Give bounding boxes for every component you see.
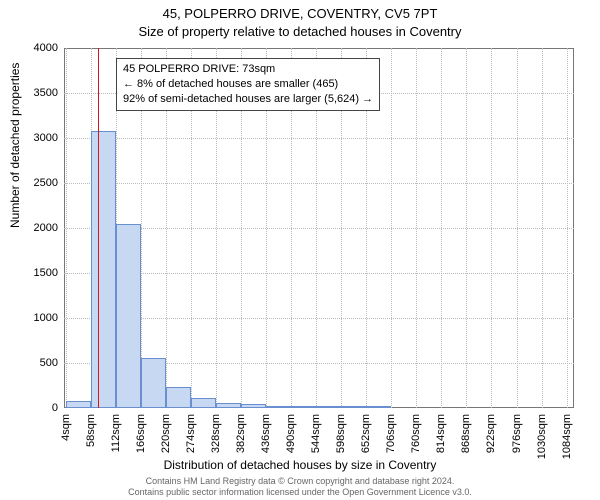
x-tick-label: 166sqm <box>135 414 147 453</box>
x-tick-label: 1084sqm <box>561 414 573 459</box>
histogram-bar <box>241 404 266 408</box>
x-tick-label: 112sqm <box>110 414 122 452</box>
gridline-v <box>66 48 67 408</box>
gridline-v <box>416 48 417 408</box>
annotation-line: ← 8% of detached houses are smaller (465… <box>123 77 373 92</box>
x-tick-label: 1030sqm <box>536 414 548 459</box>
x-tick-label: 922sqm <box>485 414 497 453</box>
gridline-v <box>491 48 492 408</box>
x-tick-label: 58sqm <box>85 414 97 447</box>
y-tick-label: 2500 <box>8 177 58 189</box>
y-tick-label: 3500 <box>8 87 58 99</box>
histogram-bar <box>66 401 91 408</box>
x-axis-label: Distribution of detached houses by size … <box>164 458 437 472</box>
histogram-bar <box>291 406 316 408</box>
histogram-bar <box>316 406 341 408</box>
x-tick-label: 544sqm <box>310 414 322 453</box>
histogram-plot: 45 POLPERRO DRIVE: 73sqm← 8% of detached… <box>64 48 574 408</box>
histogram-bar <box>216 403 241 408</box>
x-tick-label: 328sqm <box>210 414 222 453</box>
x-tick-label: 274sqm <box>185 414 197 453</box>
credits-line1: Contains HM Land Registry data © Crown c… <box>0 476 600 487</box>
x-tick-label: 976sqm <box>511 414 523 453</box>
y-tick-label: 2000 <box>8 222 58 234</box>
histogram-bar <box>141 358 166 408</box>
y-tick-label: 0 <box>8 402 58 414</box>
histogram-bar <box>116 224 141 409</box>
x-tick-label: 382sqm <box>235 414 247 453</box>
histogram-bar <box>91 131 116 408</box>
gridline-v <box>466 48 467 408</box>
x-tick-label: 490sqm <box>285 414 297 453</box>
gridline-v <box>391 48 392 408</box>
histogram-bar <box>266 406 291 408</box>
annotation-line: 92% of semi-detached houses are larger (… <box>123 92 373 107</box>
y-tick-label: 4000 <box>8 42 58 54</box>
y-tick-label: 500 <box>8 357 58 369</box>
x-tick-label: 814sqm <box>435 414 447 453</box>
x-tick-label: 598sqm <box>335 414 347 453</box>
gridline-v <box>542 48 543 408</box>
gridline-v <box>517 48 518 408</box>
annotation-box: 45 POLPERRO DRIVE: 73sqm← 8% of detached… <box>116 58 380 111</box>
credits: Contains HM Land Registry data © Crown c… <box>0 476 600 498</box>
histogram-bar <box>366 406 391 408</box>
histogram-bar <box>166 387 191 408</box>
x-axis-label-wrap: Distribution of detached houses by size … <box>0 456 600 474</box>
credits-line2: Contains public sector information licen… <box>0 487 600 498</box>
histogram-bar <box>191 398 216 408</box>
x-tick-label: 220sqm <box>160 414 172 453</box>
x-tick-label: 4sqm <box>60 414 72 441</box>
x-tick-label: 706sqm <box>385 414 397 453</box>
marker-line <box>98 48 99 408</box>
gridline-v <box>567 48 568 408</box>
annotation-line: 45 POLPERRO DRIVE: 73sqm <box>123 62 373 77</box>
x-tick-label: 652sqm <box>360 414 372 453</box>
page-subtitle: Size of property relative to detached ho… <box>0 24 600 39</box>
histogram-bar <box>341 406 366 408</box>
x-tick-label: 436sqm <box>260 414 272 453</box>
page-title: 45, POLPERRO DRIVE, COVENTRY, CV5 7PT <box>0 6 600 21</box>
x-tick-label: 868sqm <box>460 414 472 453</box>
y-tick-label: 3000 <box>8 132 58 144</box>
x-tick-label: 760sqm <box>410 414 422 453</box>
y-tick-label: 1000 <box>8 312 58 324</box>
y-tick-label: 1500 <box>8 267 58 279</box>
gridline-v <box>441 48 442 408</box>
